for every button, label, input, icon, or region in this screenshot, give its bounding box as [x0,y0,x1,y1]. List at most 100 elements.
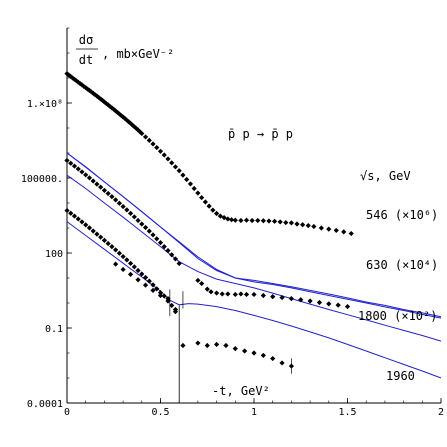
data-point [249,217,255,224]
data-point [146,278,152,284]
data-point [68,160,74,166]
y-tick-label: 100 [45,249,63,260]
data-point [146,228,152,234]
data-point [83,85,89,91]
data-point [214,341,220,348]
data-point [311,223,317,230]
data-point [260,292,266,299]
data-point [161,152,167,158]
data-point [217,213,223,219]
data-point [243,291,250,298]
data-point [333,227,339,234]
data-point [99,97,106,104]
data-point [135,267,141,274]
data-point [270,294,276,300]
data-point [191,185,197,192]
data-point [83,222,89,228]
data-point [75,166,81,172]
ylabel-denominator: dt [79,53,93,67]
data-point [94,231,100,237]
data-point [77,80,83,87]
data-point [131,214,137,220]
data-point [169,160,175,166]
data-point [326,226,332,232]
data-point [266,218,272,224]
data-point [195,277,201,284]
data-point [318,225,324,231]
series-curve-1 [66,152,442,318]
data-point [243,217,250,223]
data-point [105,240,111,247]
data-point [90,228,96,234]
data-point [294,221,300,227]
data-point [75,216,81,222]
y-tick-label: 0.1 [45,324,63,335]
data-point [277,219,283,225]
data-point [94,93,100,99]
data-point [225,291,231,297]
data-point [165,298,171,304]
data-point [176,260,182,267]
data-point [161,244,167,250]
data-point [120,253,126,260]
data-point [195,190,201,196]
data-point [105,190,111,197]
data-point [255,217,261,224]
data-point [146,137,152,143]
data-point [176,168,182,174]
data-point [214,290,220,296]
series-label-630: 630 (×10⁴) [366,258,438,272]
series-curve-3 [66,221,442,379]
data-point [300,222,306,228]
data-point [288,220,294,226]
data-point [307,298,313,304]
data-point [260,218,266,224]
data-point [270,355,276,362]
data-point [70,75,76,81]
data-point [180,342,186,349]
data-point [172,309,179,315]
x-tick-label: 2 [438,407,444,418]
data-point [251,350,257,356]
data-point [214,210,220,217]
data-point [94,181,100,187]
data-point [83,172,89,178]
data-point [98,234,104,240]
data-point [208,289,214,295]
data-point [172,164,179,170]
data-point [165,156,171,162]
data-point [341,229,347,235]
data-point [68,210,74,216]
data-point [288,295,294,302]
data-point [326,301,332,307]
data-point [348,230,354,237]
y-tick-label: 100000. [21,174,63,185]
data-point [116,200,122,206]
x-tick-label: 1.5 [338,407,356,418]
data-point [206,203,212,209]
data-point [124,257,130,263]
data-point [298,297,304,303]
data-point [142,282,149,288]
data-point [344,303,351,310]
data-point [316,299,323,306]
data-point [238,217,244,224]
data-point [210,207,216,213]
data-point [169,302,175,309]
data-point [279,294,285,301]
data-point [142,274,149,281]
data-point [86,225,93,231]
data-point [64,70,70,77]
data-point [150,232,156,238]
data-point [113,197,119,203]
data-point [242,348,248,354]
data-point [204,342,210,349]
data-point [71,213,78,219]
data-point [71,163,78,169]
data-point [232,217,238,223]
points [64,70,354,403]
data-point [79,219,85,225]
data-point [223,342,229,349]
data-point [150,282,156,288]
